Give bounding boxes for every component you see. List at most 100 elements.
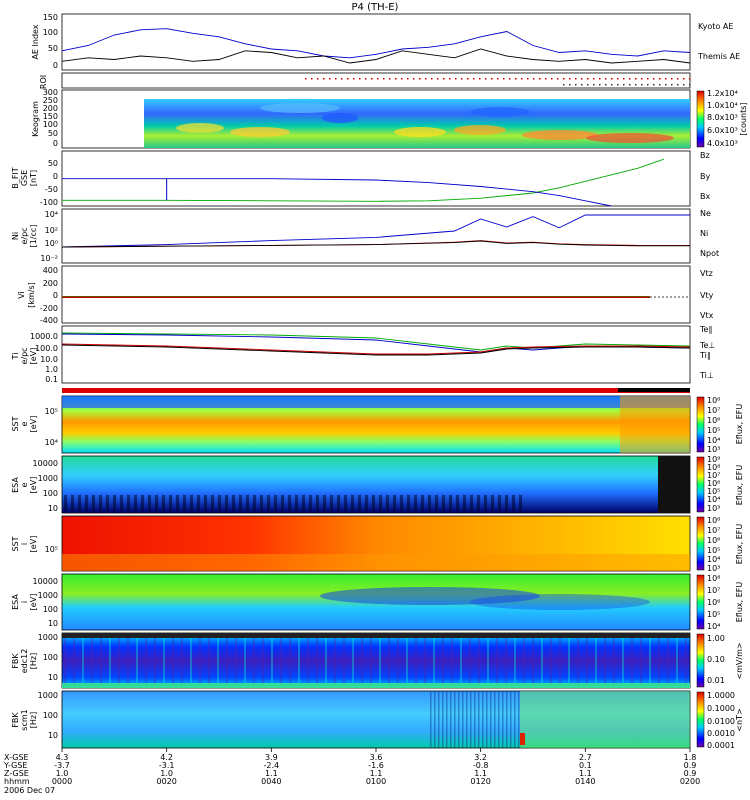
fbk-b-cbar-tick: 0.0010: [707, 729, 735, 738]
roi-dot: [617, 78, 619, 80]
fbk-b-ytick: 100: [43, 711, 58, 720]
roi-dot: [659, 78, 661, 80]
roi-dot: [677, 78, 679, 80]
panel-sst-ion: SST i [eV] 10⁵ 10⁸ 10⁷ 10⁶ 10⁵ 10⁴ 10³ E…: [11, 515, 744, 573]
esa-i-ytick: 1000: [38, 591, 58, 600]
time-tick-label-x: 3.6: [370, 753, 383, 762]
roi-dot: [665, 84, 667, 86]
legend-te-perp: Te⊥: [699, 341, 715, 350]
time-tick-label-x: 1.8: [684, 753, 697, 762]
esa-e-stripe: [141, 495, 144, 511]
temperature-ylabel: Ti: [11, 353, 20, 361]
fbk-e-stripe: [640, 638, 642, 683]
esa-e-stripe: [309, 495, 312, 511]
roi-dot: [323, 78, 325, 80]
esa-e-ylabel: ESA: [11, 477, 20, 493]
roi-dot: [419, 78, 421, 80]
sst-electron-top-band: [62, 396, 690, 408]
bx-line: [62, 178, 612, 207]
esa-e-stripe: [113, 495, 116, 511]
time-tick-label-x: 4.3: [56, 753, 69, 762]
time-tick-label-t: 0020: [156, 777, 176, 786]
fbk-e-cbar-tick: 0.01: [707, 676, 725, 685]
velocity-ytick: -400: [40, 316, 58, 325]
esa-e-stripe: [344, 495, 347, 511]
fbk-e-stripe: [532, 638, 534, 683]
fbk-e-stripe: [217, 638, 219, 683]
time-tick-label-z: 1.0: [160, 769, 173, 778]
roi-dot: [605, 78, 607, 80]
fbk-b-stripe: [482, 691, 484, 748]
esa-e-stripe: [519, 495, 522, 511]
keogram-blob: [394, 127, 446, 137]
time-tick-label-t: 0200: [680, 777, 700, 786]
fbk-e-stripe: [307, 638, 309, 683]
esa-e-stripe: [267, 495, 270, 511]
plot-title: P4 (TH-E): [352, 2, 399, 13]
roi-dot: [407, 78, 409, 80]
fbk-e-stripe: [433, 638, 435, 683]
sst-e-cbar-label: Eflux, EFU: [735, 404, 744, 445]
panel-roi: ROI: [39, 72, 691, 89]
sst-i-cbar-label: Eflux, EFU: [735, 524, 744, 565]
fbk-b-cbar-tick: 0.1000: [707, 704, 735, 713]
fbk-e-stripe: [325, 638, 327, 683]
roi-dot: [437, 78, 439, 80]
fbk-b-colorbar: [696, 691, 705, 748]
fbk-b-yunit: [Hz]: [29, 712, 38, 728]
esa-electron-spectrogram: [61, 455, 691, 514]
esa-e-stripe: [393, 495, 396, 511]
fbk-e-stripe: [370, 638, 372, 683]
roi-dot: [371, 78, 373, 80]
fbk-e-ysub: edc12: [20, 649, 29, 674]
panel-velocity: Vi [km/s] 400 200 0 -200 -400 Vtz Vty Vt…: [17, 265, 714, 325]
panel-keogram: Keogram 300 250 200 150 100 50 0 1.2x10⁴…: [31, 88, 748, 149]
roi-dot: [671, 84, 673, 86]
fbk-e-stripe: [91, 638, 93, 683]
density-ytick: 10⁻²: [40, 254, 58, 263]
esa-e-stripe: [372, 495, 375, 511]
density-ytick: 10²: [45, 226, 58, 235]
esa-e-stripe: [260, 495, 263, 511]
bfield-ylabel: B_FIT: [11, 167, 20, 188]
fbk-e-stripe: [550, 638, 552, 683]
fbk-e-stripe: [613, 638, 615, 683]
roi-dot: [659, 84, 661, 86]
roi-dot: [401, 78, 403, 80]
by-line: [62, 158, 664, 202]
fbk-e-ylabel: FBK: [11, 653, 20, 669]
density-ytick: 10⁰: [45, 239, 58, 248]
keogram-features: [176, 103, 674, 143]
roi-dot: [671, 78, 673, 80]
mode-bar-segment: [618, 388, 690, 392]
roi-dot: [683, 84, 685, 86]
roi-dot: [563, 84, 565, 86]
esa-i-ylabel: ESA: [11, 594, 20, 610]
bfield-ytick: 50: [48, 159, 58, 168]
velocity-ytick: 0: [53, 291, 58, 300]
fbk-b-ytick: 10: [48, 731, 58, 740]
esa-e-stripe: [134, 495, 137, 511]
esa-e-stripe: [316, 495, 319, 511]
esa-e-stripe: [183, 495, 186, 511]
fbk-e-cbar-label: <mV/m>: [735, 642, 744, 679]
fbk-e-stripe: [595, 638, 597, 683]
esa-e-stripe: [197, 495, 200, 511]
panel-esa-electron: ESA e [eV] 10000 1000 100 10 10⁹ 10⁸ 10⁷…: [11, 455, 744, 514]
temperature-ytick: 1.0: [45, 365, 58, 374]
keogram-ytick: 150: [43, 112, 58, 121]
fbk-e-top-band: [62, 633, 690, 638]
esa-e-ytick: 1000: [38, 474, 58, 483]
fbk-e-stripe: [73, 638, 75, 683]
temperature-ytick: 100.0: [35, 344, 58, 353]
fbk-e-stripe: [361, 638, 363, 683]
time-tick-label-z: 1.0: [56, 769, 69, 778]
panel-density-frame: [61, 208, 691, 264]
esa-i-cbar-label: Eflux, EFU: [735, 582, 744, 623]
temperature-yunit: [eV]: [29, 348, 38, 365]
esa-e-stripe: [92, 495, 95, 511]
esa-i-cbar-tick: 10⁶: [707, 598, 720, 607]
velocity-yunit: [km/s]: [27, 282, 36, 308]
fbk-e-stripe: [64, 638, 66, 683]
legend-bz: Bz: [700, 151, 710, 160]
